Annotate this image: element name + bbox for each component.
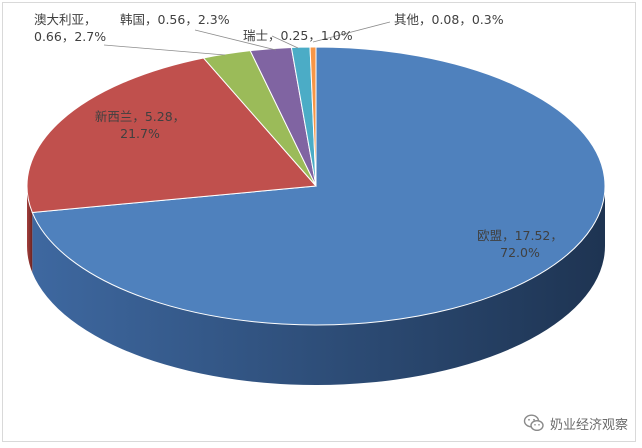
data-label-瑞士: 瑞士，0.25，1.0% — [243, 28, 353, 43]
pie-side-欧盟 — [32, 186, 606, 386]
data-label-新西兰: 新西兰，5.28， 21.7% — [95, 109, 185, 141]
data-labels: 欧盟，17.52， 72.0% 新西兰，5.28， 21.7% 澳大利亚， 0.66，2.… — [34, 12, 563, 260]
leader-line-瑞士 — [271, 35, 299, 49]
leader-line-韩国 — [194, 29, 277, 51]
leader-line-其他 — [312, 21, 391, 43]
pie-slice-新西兰 — [26, 57, 318, 214]
pie-slice-其他 — [309, 46, 317, 187]
chart-frame — [2, 2, 636, 442]
data-label-其他: 其他，0.08，0.3% — [394, 12, 504, 27]
pie-sides — [27, 186, 606, 386]
wechat-icon — [523, 414, 544, 432]
pie-side-新西兰 — [27, 186, 33, 273]
data-label-欧盟: 欧盟，17.52， 72.0% — [477, 228, 563, 260]
leader-line-澳大利亚 — [103, 44, 226, 56]
watermark-text: 奶业经济观察 — [549, 417, 628, 433]
data-label-韩国: 韩国，0.56，2.3% — [120, 12, 230, 27]
data-label-澳大利亚: 澳大利亚， 0.66，2.7% — [34, 12, 106, 44]
pie-slice-欧盟 — [31, 46, 606, 326]
leader-lines — [103, 21, 391, 56]
pie-tops — [26, 46, 606, 326]
watermark: 奶业经济观察 — [523, 412, 628, 434]
